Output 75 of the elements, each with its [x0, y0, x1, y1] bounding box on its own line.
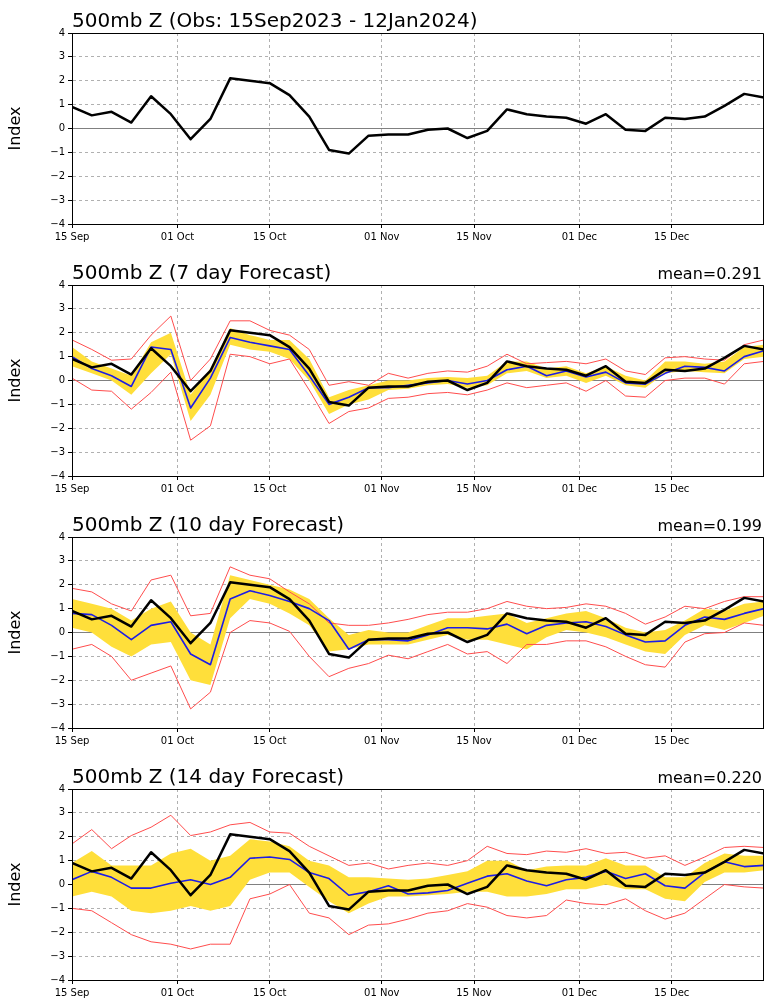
x-tick-label: 15 Dec	[654, 230, 690, 242]
y-tick-label: 4	[58, 530, 65, 542]
x-tick-label: 01 Oct	[160, 986, 195, 998]
y-tick-label: 4	[58, 26, 65, 38]
y-tick-label: 0	[58, 878, 65, 890]
x-tick-label: 01 Dec	[561, 986, 598, 998]
x-tick-label: 15 Oct	[253, 734, 287, 746]
x-tick-label: 01 Nov	[364, 482, 400, 494]
x-tick-label: 15 Nov	[456, 986, 492, 998]
y-tick-label: −3	[50, 949, 65, 961]
text: mean=0.220	[657, 768, 762, 787]
x-tick-label: 15 Dec	[654, 482, 690, 494]
y-tick-label: −4	[50, 469, 65, 481]
y-tick-label: −2	[50, 421, 65, 433]
y-tick-label: 3	[58, 806, 65, 818]
y-tick-label: 1	[58, 602, 65, 614]
chart-title: 500mb Z (14 day Forecast)	[72, 764, 344, 788]
x-tick-label: 15 Oct	[253, 230, 287, 242]
x-tick-label: 01 Oct	[160, 482, 195, 494]
x-tick-label: 15 Oct	[253, 986, 287, 998]
x-tick-label: 01 Dec	[561, 230, 598, 242]
text: mean=0.291	[657, 264, 762, 283]
y-tick-label: 3	[58, 50, 65, 62]
y-tick-label: −3	[50, 193, 65, 205]
y-tick-label: −3	[50, 445, 65, 457]
y-tick-label: 0	[58, 122, 65, 134]
y-axis-title: Index	[4, 358, 24, 403]
y-tick-label: −4	[50, 217, 65, 229]
y-tick-label: 3	[58, 554, 65, 566]
x-tick-label: 15 Oct	[253, 482, 287, 494]
x-tick-label: 15 Sep	[54, 734, 90, 746]
x-tick-label: 01 Nov	[364, 734, 400, 746]
y-tick-label: 1	[58, 854, 65, 866]
y-axis-title: Index	[4, 862, 24, 907]
y-tick-label: 1	[58, 350, 65, 362]
x-tick-label: 01 Nov	[364, 986, 400, 998]
x-tick-label: 15 Sep	[54, 482, 90, 494]
y-tick-label: 2	[58, 74, 65, 86]
x-tick-label: 15 Sep	[54, 986, 90, 998]
x-tick-label: 01 Oct	[160, 734, 195, 746]
x-tick-label: 01 Dec	[561, 734, 598, 746]
y-tick-label: 0	[58, 374, 65, 386]
x-tick-label: 01 Oct	[160, 230, 195, 242]
y-tick-label: −2	[50, 925, 65, 937]
y-axis-title: Index	[4, 106, 24, 151]
x-tick-label: 01 Nov	[364, 230, 400, 242]
y-tick-label: −3	[50, 697, 65, 709]
y-tick-label: 4	[58, 278, 65, 290]
chart-title: 500mb Z (7 day Forecast)	[72, 260, 332, 284]
chart-title: 500mb Z (10 day Forecast)	[72, 512, 344, 536]
x-tick-label: 15 Nov	[456, 482, 492, 494]
y-tick-label: 4	[58, 782, 65, 794]
x-tick-label: 15 Nov	[456, 230, 492, 242]
y-tick-label: −4	[50, 973, 65, 985]
y-tick-label: −1	[50, 649, 65, 661]
text: mean=0.199	[657, 516, 762, 535]
y-tick-label: 1	[58, 98, 65, 110]
x-tick-label: 15 Nov	[456, 734, 492, 746]
y-tick-label: 2	[58, 578, 65, 590]
y-tick-label: −4	[50, 721, 65, 733]
x-tick-label: 15 Sep	[54, 230, 90, 242]
chart-title: 500mb Z (Obs: 15Sep2023 - 12Jan2024)	[72, 8, 478, 32]
y-tick-label: 3	[58, 302, 65, 314]
x-tick-label: 01 Dec	[561, 482, 598, 494]
y-tick-label: −1	[50, 145, 65, 157]
y-tick-label: 0	[58, 626, 65, 638]
x-tick-label: 15 Dec	[654, 734, 690, 746]
y-tick-label: 2	[58, 830, 65, 842]
x-tick-label: 15 Dec	[654, 986, 690, 998]
y-tick-label: −2	[50, 169, 65, 181]
y-tick-label: −1	[50, 397, 65, 409]
y-axis-title: Index	[4, 610, 24, 655]
y-tick-label: −2	[50, 673, 65, 685]
y-tick-label: 2	[58, 326, 65, 338]
y-tick-label: −1	[50, 901, 65, 913]
